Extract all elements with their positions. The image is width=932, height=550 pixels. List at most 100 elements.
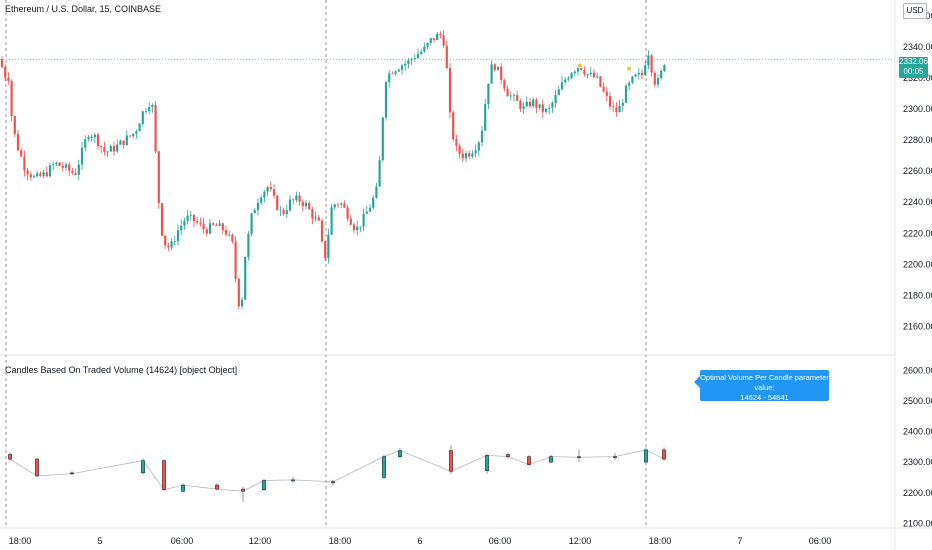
price-candle [586,74,589,76]
volume-candles-connector [9,449,665,492]
price-candle [173,241,176,242]
price-candle [436,33,439,40]
indicator-tick-label: 2400.00 [903,427,932,437]
price-candle [160,203,164,236]
price-candle [551,102,554,108]
price-candle [493,64,496,71]
price-candle [10,81,13,117]
price-candle [602,86,605,92]
price-candle [320,220,324,242]
price-candle [359,226,362,228]
price-candle [61,165,64,168]
price-candle [100,146,103,148]
price-candle [583,69,586,75]
price-candle [570,73,573,79]
price-candle [308,203,311,210]
price-tick-label: 2200.00 [903,259,932,269]
price-candle [352,224,356,231]
price-candle [362,213,365,227]
price-candle [208,223,212,234]
price-candle [448,68,452,113]
price-candle [205,229,208,234]
time-tick-label: 18:00 [329,536,352,546]
price-candle [480,130,484,143]
price-candle [564,79,567,83]
price-candle [20,150,23,157]
time-tick-label: 6 [417,536,422,546]
price-candle [52,164,55,166]
volume-candle [398,450,402,457]
price-candle [506,88,509,97]
price-candle [592,72,596,78]
price-candle [416,53,420,59]
price-candle [77,164,80,175]
price-candle [388,73,391,83]
price-candle [445,45,448,69]
price-candle [132,133,135,137]
volume-candle [449,450,453,472]
price-candle [87,136,90,140]
price-candle [346,207,349,219]
price-candle [234,241,237,279]
price-tick-label: 2260.00 [903,166,932,176]
price-candle [647,55,650,66]
price-candle [138,124,141,132]
price-candle [228,234,231,236]
price-candle [269,187,272,190]
time-x-axis[interactable]: 18:00 5 06:00 12:00 18:00 6 06:00 12:00 18:00 7 06… [9,536,832,546]
indicator-tick-label: 2500.00 [903,396,932,406]
price-candle [336,204,340,206]
price-candle [378,160,381,187]
volume-candle [262,480,266,490]
price-candle [615,107,618,113]
time-tick-label: 7 [737,536,742,546]
price-tick-label: 2240.00 [903,197,932,207]
price-candle [263,191,266,198]
price-candle [93,134,96,138]
price-candle [119,140,122,145]
signal-markers [578,63,631,71]
price-candle [221,223,224,231]
price-candle [317,217,320,221]
price-candle [68,164,71,171]
indicator-y-axis[interactable]: 2100.00 2200.00 2300.00 2400.00 2500.00 2600.… [903,365,932,528]
price-candle [39,173,42,176]
price-candle [423,46,426,52]
price-candle [7,77,10,82]
price-candle [151,105,154,108]
price-candle [442,35,445,46]
price-candle [324,241,327,259]
price-candle [576,68,580,72]
volume-candle [549,456,553,463]
price-candle [301,201,304,207]
price-candle [64,164,68,168]
price-candle [509,95,512,97]
volume-candle [527,456,531,465]
price-candle [653,72,656,85]
price-candle [45,172,48,177]
signal-marker [578,63,582,68]
volume-close-line [9,449,665,492]
price-candle [372,197,375,208]
volume-candle [331,481,335,483]
price-candle [375,186,378,198]
currency-label[interactable]: USD [903,3,927,19]
volume-candle [141,460,145,474]
price-candle [656,78,660,85]
volume-candle [613,456,617,458]
volume-candle [181,484,185,492]
time-tick-label: 18:00 [649,536,672,546]
optimal-volume-tooltip: Optimal Volume Per Candle parameter valu… [694,370,829,402]
price-candle [116,144,119,152]
price-candle [23,156,26,171]
price-candle [109,146,112,152]
volume-candle [35,458,39,477]
price-candle [567,78,570,80]
price-candle [157,151,160,204]
price-candle [36,173,39,177]
session-separators [5,0,647,528]
price-candles [0,30,895,310]
price-tick-label: 2340.00 [903,42,932,52]
time-tick-label: 12:00 [249,536,272,546]
